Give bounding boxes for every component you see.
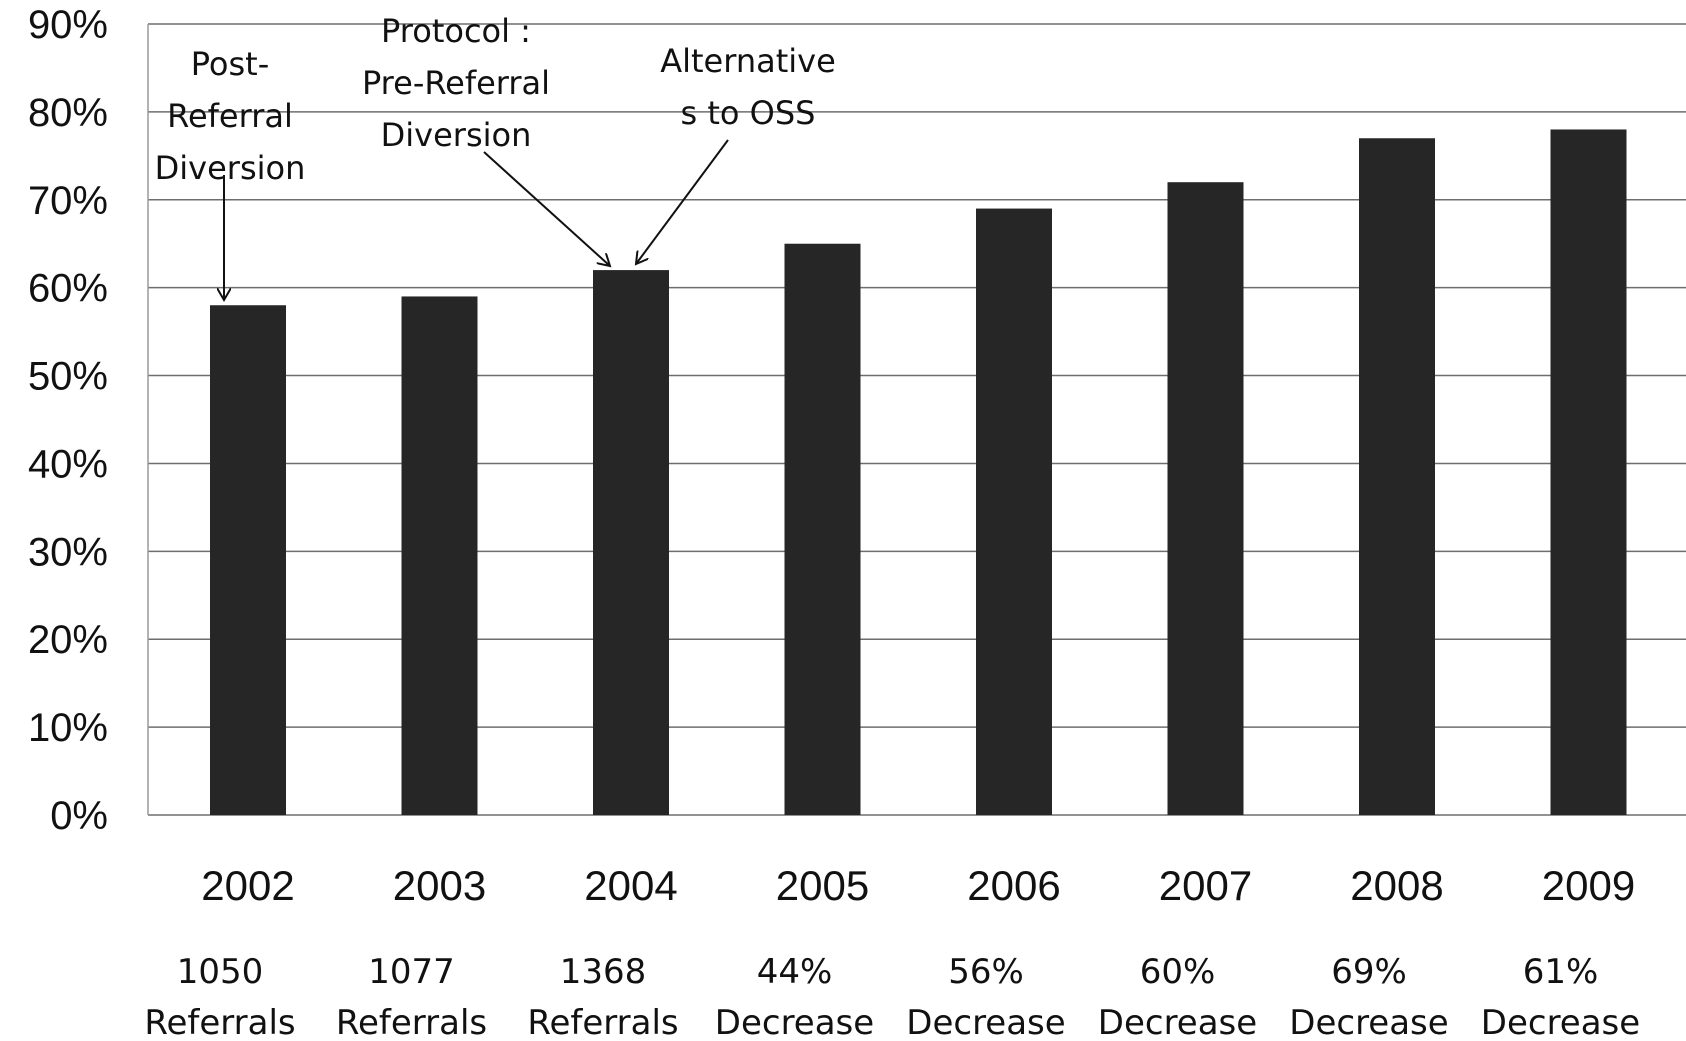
x-axis-ticks: 2002 2003 2004 2005 2006 2007 2008 2009 [201, 862, 1635, 909]
x-tick-label: 2002 [201, 862, 294, 909]
category-sublabel: Decrease [1289, 1003, 1448, 1041]
bar-2009 [1550, 129, 1627, 815]
y-tick-label: 0% [50, 794, 108, 838]
gridlines [147, 23, 1686, 816]
category-sublabel: Decrease [1098, 1003, 1257, 1041]
annotation-text: Diversion [155, 149, 306, 187]
annotation-text: Pre-Referral [362, 64, 550, 102]
annotation-text: s to OSS [681, 94, 816, 132]
category-sublabel: 56% [948, 952, 1024, 992]
bar-2004 [593, 270, 669, 816]
bar-2005 [784, 243, 861, 815]
y-axis-ticks: 0% 10% 20% 30% 40% 50% 60% 70% 80% 90% [28, 3, 108, 838]
annotation-2002: Post- Referral Diversion [155, 45, 306, 300]
annotation-text: Referral [167, 97, 293, 135]
category-sublabel: 44% [757, 952, 833, 992]
annotation-arrow [483, 151, 610, 266]
annotation-text: Alternative [660, 42, 836, 80]
category-sublabel: 61% [1523, 952, 1599, 992]
category-sublabel: 1050 [177, 952, 264, 992]
category-sublabel: 60% [1140, 952, 1216, 992]
category-sublabel: 1368 [560, 952, 647, 992]
annotation-text: Post- [191, 45, 270, 83]
y-tick-label: 90% [28, 3, 108, 47]
annotation-arrow [636, 139, 729, 264]
y-tick-label: 30% [28, 530, 108, 574]
category-sublabels: 1050 Referrals 1077 Referrals 1368 Referrals 4… [144, 952, 1640, 1041]
bar-2002 [210, 305, 286, 815]
annotation-text: Protocol : [381, 12, 531, 50]
category-sublabel: 1077 [368, 952, 455, 992]
annotation-2004: Protocol : Pre-Referral Diversion [362, 12, 610, 266]
x-tick-label: 2004 [584, 862, 677, 909]
annotation-2004: Alternative s to OSS [636, 42, 836, 264]
y-tick-label: 70% [28, 179, 108, 223]
category-sublabel: Decrease [906, 1003, 1065, 1041]
x-tick-label: 2005 [776, 862, 869, 909]
bar-2003 [401, 296, 478, 815]
x-tick-label: 2006 [967, 862, 1060, 909]
x-tick-label: 2007 [1159, 862, 1252, 909]
x-tick-label: 2003 [393, 862, 486, 909]
y-tick-label: 10% [28, 706, 108, 750]
y-tick-label: 50% [28, 355, 108, 399]
annotation-text: Diversion [381, 116, 532, 154]
category-sublabel: Referrals [144, 1003, 295, 1041]
bar-2006 [976, 208, 1052, 816]
category-sublabel: Referrals [336, 1003, 487, 1041]
annotations: Post- Referral Diversion Protocol : Pre-Refe… [155, 12, 836, 300]
bar-2007 [1167, 182, 1244, 815]
bars [210, 129, 1627, 816]
category-sublabel: Decrease [1481, 1003, 1640, 1041]
x-tick-label: 2009 [1542, 862, 1635, 909]
x-tick-label: 2008 [1350, 862, 1443, 909]
category-sublabel: Decrease [715, 1003, 874, 1041]
y-tick-label: 60% [28, 267, 108, 311]
category-sublabel: 69% [1331, 952, 1407, 992]
y-tick-label: 40% [28, 442, 108, 486]
y-tick-label: 20% [28, 618, 108, 662]
bar-2008 [1359, 138, 1435, 815]
y-tick-label: 80% [28, 91, 108, 135]
category-sublabel: Referrals [527, 1003, 678, 1041]
